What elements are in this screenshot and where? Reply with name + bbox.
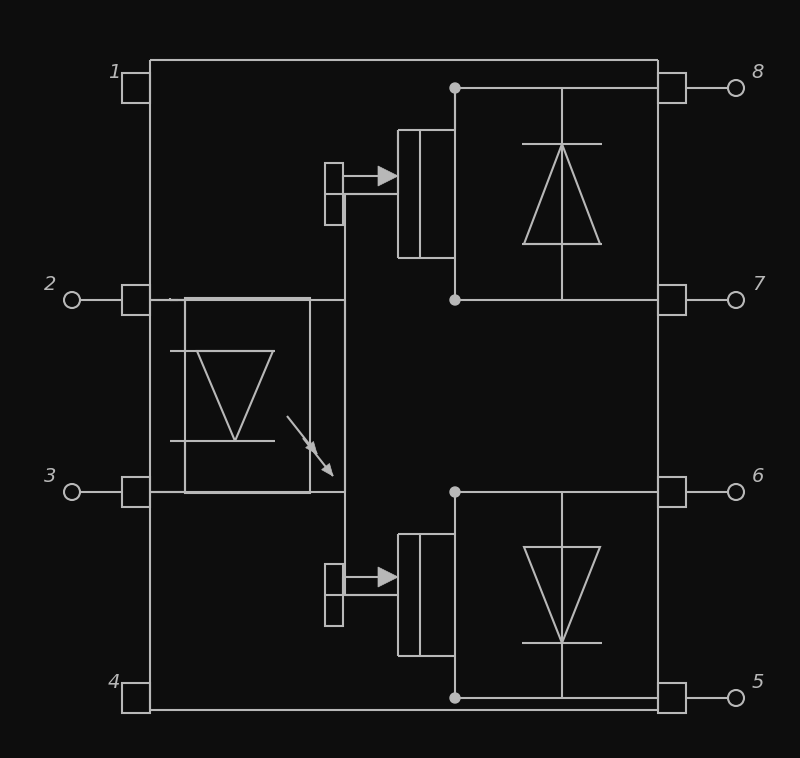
Text: 5: 5 [752, 672, 764, 691]
Bar [325, 564, 343, 626]
Bar [325, 163, 343, 225]
Circle shape [450, 487, 460, 497]
Text: 4: 4 [108, 672, 120, 691]
Circle shape [450, 693, 460, 703]
Bar [658, 73, 686, 103]
Text: 3: 3 [44, 466, 56, 486]
Polygon shape [322, 463, 333, 476]
Text: 1: 1 [108, 62, 120, 82]
Text: 2: 2 [44, 274, 56, 293]
Bar [658, 683, 686, 713]
Text: 7: 7 [752, 274, 764, 293]
Circle shape [450, 295, 460, 305]
Bar [122, 477, 150, 507]
Circle shape [450, 83, 460, 93]
Bar [658, 285, 686, 315]
Text: 8: 8 [752, 62, 764, 82]
Bar [122, 285, 150, 315]
Bar [185, 298, 310, 493]
Text: 6: 6 [752, 466, 764, 486]
Polygon shape [378, 166, 398, 186]
Polygon shape [378, 567, 398, 587]
Bar [122, 683, 150, 713]
Bar [122, 73, 150, 103]
Bar [658, 477, 686, 507]
Polygon shape [306, 441, 317, 454]
